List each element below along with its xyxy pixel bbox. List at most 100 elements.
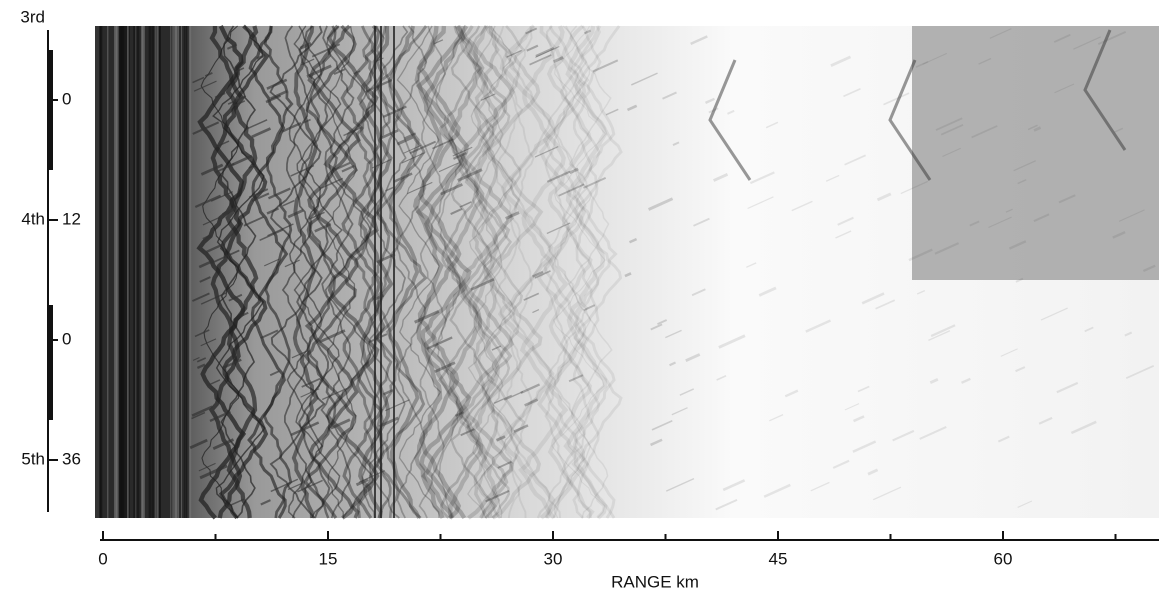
- image-speckle: [270, 478, 299, 493]
- image-trace: [354, 25, 386, 519]
- image-speckle: [460, 428, 475, 437]
- image-speckle: [900, 180, 929, 195]
- image-speckle: [302, 118, 311, 124]
- image-trace: [362, 25, 393, 519]
- image-speckle: [942, 147, 961, 157]
- image-speckle: [256, 53, 266, 60]
- image-speckle: [206, 379, 221, 387]
- image-speckle: [245, 119, 268, 131]
- image-speckle: [215, 140, 230, 148]
- image-speckle: [194, 194, 222, 209]
- image-speckle: [259, 229, 284, 242]
- image-trace: [551, 25, 607, 519]
- image-speckle: [495, 435, 506, 442]
- image-speckle: [810, 481, 830, 492]
- image-speckle: [716, 375, 727, 381]
- image-speckle: [196, 363, 206, 370]
- image-speckle: [679, 388, 695, 396]
- image-speckle: [1015, 366, 1026, 373]
- image-speckle: [922, 52, 948, 65]
- image-speckle: [355, 478, 369, 487]
- x-tick-label: 45: [769, 549, 788, 568]
- image-speckle: [194, 329, 210, 338]
- image-speckle: [330, 418, 351, 430]
- image-speckle: [191, 411, 206, 420]
- image-trace: [518, 25, 569, 520]
- y-tick-label: 0: [62, 329, 71, 348]
- image-speckle: [919, 425, 947, 440]
- image-speckle: [1015, 277, 1024, 283]
- image-speckle: [525, 27, 538, 35]
- image-speckle: [287, 482, 303, 491]
- image-speckle: [669, 361, 676, 367]
- image-speckle: [769, 413, 784, 422]
- image-speckle: [373, 294, 384, 301]
- image-speckle: [212, 438, 235, 450]
- image-speckle: [287, 209, 304, 219]
- image-speckle: [583, 29, 592, 35]
- image-trace: [475, 25, 526, 519]
- image-speckle: [192, 121, 220, 135]
- image-speckle: [568, 374, 584, 383]
- image-speckle: [1118, 209, 1145, 222]
- image-speckle: [204, 72, 213, 77]
- image-speckle: [192, 292, 210, 302]
- image-trace: [471, 25, 500, 519]
- image-speckle: [299, 42, 312, 50]
- image-speckle: [211, 249, 240, 264]
- image-speckle: [1084, 326, 1094, 333]
- image-trace: [375, 25, 401, 519]
- image-trace: [303, 24, 359, 519]
- image-trace: [472, 25, 504, 519]
- image-shaded-block: [912, 26, 1159, 280]
- image-speckle: [264, 258, 280, 267]
- image-trace: [395, 25, 428, 519]
- image-trace: [484, 25, 544, 520]
- image-trace: [458, 25, 513, 519]
- image-speckle: [852, 440, 877, 453]
- image-speckle: [930, 324, 956, 338]
- image-speckle: [248, 164, 256, 169]
- image-speckle: [382, 105, 407, 119]
- image-speckle: [393, 172, 413, 183]
- image-speckle: [459, 201, 472, 208]
- image-speckle: [281, 121, 302, 133]
- image-speckle: [722, 479, 746, 492]
- image-speckle: [872, 486, 902, 501]
- image-trace: [437, 25, 483, 519]
- image-speckle: [198, 462, 216, 472]
- image-speckle: [763, 483, 791, 498]
- image-speckle: [844, 403, 860, 411]
- image-trace: [1083, 29, 1127, 151]
- image-speckle: [485, 489, 510, 503]
- image-trace: [421, 24, 466, 519]
- image-speckle: [583, 176, 607, 189]
- image-speckle: [805, 319, 832, 333]
- image-trace: [449, 25, 497, 519]
- image-speckle: [971, 125, 998, 139]
- image-speckle: [234, 67, 245, 73]
- image-speckle: [226, 43, 238, 50]
- image-trace: [225, 25, 259, 519]
- image-speckle: [414, 309, 440, 324]
- image-trace: [418, 25, 448, 519]
- image-speckle: [553, 56, 564, 64]
- image-speckle: [693, 217, 710, 227]
- image-speckle: [440, 183, 463, 196]
- image-speckle: [853, 415, 865, 423]
- image-speckle: [438, 162, 459, 173]
- image-speckle: [284, 259, 300, 268]
- image-speckle: [631, 72, 658, 86]
- y-tick-label: 0: [62, 89, 71, 108]
- image-speckle: [969, 220, 980, 227]
- image-speckle: [988, 216, 1012, 229]
- image-trace: [508, 25, 535, 519]
- image-speckle: [191, 405, 213, 417]
- image-speckle: [1013, 160, 1036, 172]
- image-speckle: [1017, 500, 1033, 508]
- image-speckle: [306, 64, 332, 79]
- image-speckle: [861, 292, 885, 305]
- image-trace: [324, 25, 376, 519]
- image-speckle: [491, 345, 502, 351]
